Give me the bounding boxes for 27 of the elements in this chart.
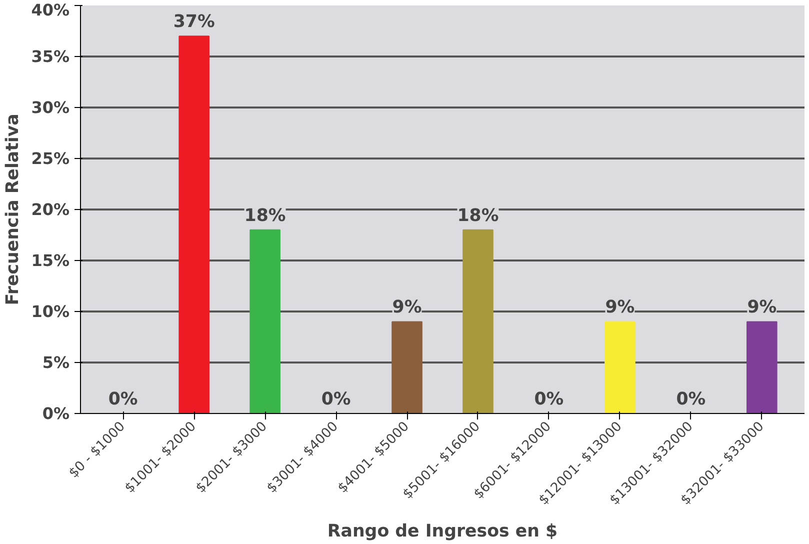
y-tick-label: 5% <box>42 353 70 372</box>
data-label: 9% <box>747 298 777 318</box>
data-label: 9% <box>605 298 635 318</box>
data-label: 37% <box>173 12 215 32</box>
y-tick-label: 30% <box>31 98 70 117</box>
y-axis-title: Frecuencia Relativa <box>3 114 24 306</box>
y-tick-label: 15% <box>31 251 70 270</box>
data-label: 18% <box>457 206 499 226</box>
bar <box>250 229 280 414</box>
data-label: 0% <box>108 390 138 410</box>
y-tick-label: 35% <box>31 47 70 66</box>
bar <box>746 321 778 414</box>
y-tick-label: 0% <box>42 404 70 423</box>
data-label: 0% <box>676 390 706 410</box>
y-tick-label: 10% <box>31 302 70 321</box>
y-tick-label: 25% <box>31 149 70 168</box>
bar <box>462 229 494 414</box>
y-tick-label: 40% <box>31 0 70 20</box>
y-tick-label: 20% <box>31 200 70 219</box>
bar <box>392 321 422 414</box>
x-axis-title: Rango de Ingresos en $ <box>327 521 558 542</box>
data-label: 18% <box>244 206 286 226</box>
data-label: 9% <box>392 298 422 318</box>
data-label: 0% <box>534 390 564 410</box>
bar <box>604 321 636 414</box>
bar <box>178 36 210 414</box>
data-label: 0% <box>321 390 351 410</box>
